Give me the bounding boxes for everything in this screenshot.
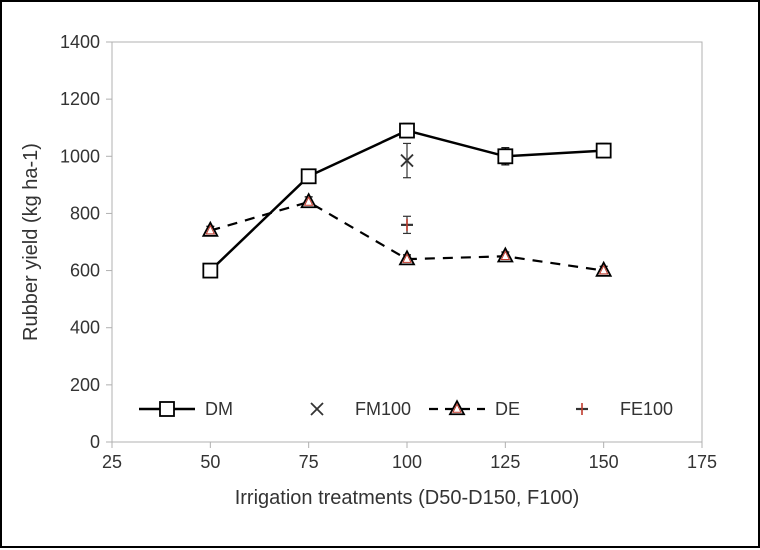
x-axis-label: Irrigation treatments (D50-D150, F100): [235, 487, 580, 509]
legend-label-FM100: FM100: [355, 399, 411, 419]
y-tick-label: 0: [90, 432, 100, 452]
series-FE100: [401, 216, 413, 233]
y-tick-label: 400: [70, 318, 100, 338]
rubber-yield-chart: 0 200 400 600 800 1000 1200 1400 25 50 75 100 125 150…: [2, 2, 760, 550]
y-tick-label: 200: [70, 375, 100, 395]
plot-area: [112, 42, 702, 442]
x-tick-label: 125: [490, 452, 520, 472]
y-axis-label: Rubber yield (kg ha-1): [20, 143, 42, 341]
series-DE: [203, 194, 610, 276]
y-tick-label: 1400: [60, 32, 100, 52]
y-tick-label: 800: [70, 203, 100, 223]
chart-frame: 0 200 400 600 800 1000 1200 1400 25 50 75 100 125 150…: [0, 0, 760, 548]
legend-label-DM: DM: [205, 399, 233, 419]
y-tick-label: 600: [70, 261, 100, 281]
legend: DM FM100 DE FE100: [139, 399, 673, 419]
x-tick-label: 50: [200, 452, 220, 472]
x-tick-label: 150: [589, 452, 619, 472]
y-tick-label: 1000: [60, 146, 100, 166]
legend-label-FE100: FE100: [620, 399, 673, 419]
x-tick-label: 100: [392, 452, 422, 472]
x-tick-label: 75: [299, 452, 319, 472]
y-tick-label: 1200: [60, 89, 100, 109]
x-tick-label: 25: [102, 452, 122, 472]
legend-label-DE: DE: [495, 399, 520, 419]
series-FM100: [401, 143, 413, 177]
x-tick-label: 175: [687, 452, 717, 472]
